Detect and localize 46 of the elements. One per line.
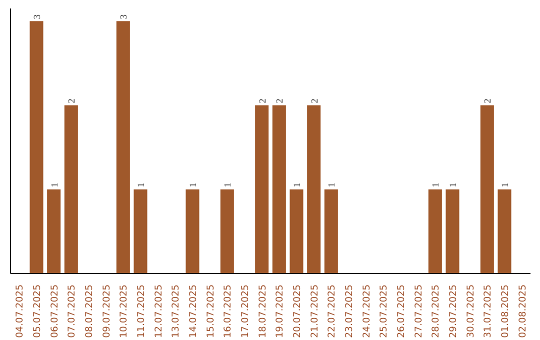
- x-tick-label: 28.07.2025: [430, 284, 442, 338]
- data-label: 1: [449, 182, 459, 188]
- x-tick-label: 19.07.2025: [274, 284, 286, 338]
- x-tick-label: 30.07.2025: [465, 284, 476, 338]
- x-tick-label: 17.07.2025: [240, 284, 251, 338]
- data-label: 2: [68, 98, 78, 104]
- x-tick-label: 29.07.2025: [448, 284, 459, 338]
- x-tick-label: 07.07.2025: [66, 284, 78, 338]
- x-tick-label: 24.07.2025: [361, 284, 372, 338]
- x-tick-label: 25.07.2025: [378, 284, 390, 338]
- data-label: 1: [293, 182, 303, 188]
- data-label: 1: [224, 182, 234, 188]
- data-label: 2: [484, 98, 494, 104]
- x-tick-label: 02.08.2025: [517, 284, 528, 338]
- data-label: 1: [50, 182, 60, 188]
- x-tick-label: 13.07.2025: [170, 284, 182, 338]
- x-tick-label: 16.07.2025: [222, 284, 234, 338]
- x-tick-label: 27.07.2025: [413, 284, 424, 338]
- data-label: 2: [258, 98, 268, 104]
- x-tick-label: 20.07.2025: [292, 284, 303, 338]
- data-label: 1: [432, 182, 442, 188]
- data-label: 1: [328, 182, 338, 188]
- x-tick-label: 05.07.2025: [32, 284, 43, 338]
- x-tick-label: 09.07.2025: [101, 284, 112, 338]
- x-tick-label: 01.08.2025: [500, 284, 511, 338]
- x-tick-label: 22.07.2025: [326, 284, 338, 338]
- x-tick-label: 14.07.2025: [188, 284, 199, 338]
- data-label: 2: [276, 98, 286, 104]
- x-tick-label: 26.07.2025: [396, 284, 407, 338]
- x-tick-label: 10.07.2025: [118, 284, 130, 338]
- x-tick-label: 18.07.2025: [257, 284, 268, 338]
- data-label: 3: [33, 14, 43, 20]
- data-label: 2: [310, 98, 320, 104]
- x-tick-label: 08.07.2025: [84, 284, 95, 338]
- x-tick-label: 12.07.2025: [153, 284, 164, 338]
- data-label: 1: [501, 182, 511, 188]
- x-tick-label: 06.07.2025: [49, 284, 60, 338]
- x-tick-label: 04.07.2025: [14, 284, 26, 338]
- x-tick-label: 21.07.2025: [309, 284, 320, 338]
- x-tick-label: 11.07.2025: [136, 284, 147, 338]
- x-tick-label: 15.07.2025: [205, 284, 216, 338]
- x-tick-label: 23.07.2025: [344, 284, 355, 338]
- data-label: 3: [120, 14, 130, 20]
- data-label: 1: [137, 182, 147, 188]
- x-tick-label: 31.07.2025: [482, 284, 494, 338]
- data-label: 1: [189, 182, 199, 188]
